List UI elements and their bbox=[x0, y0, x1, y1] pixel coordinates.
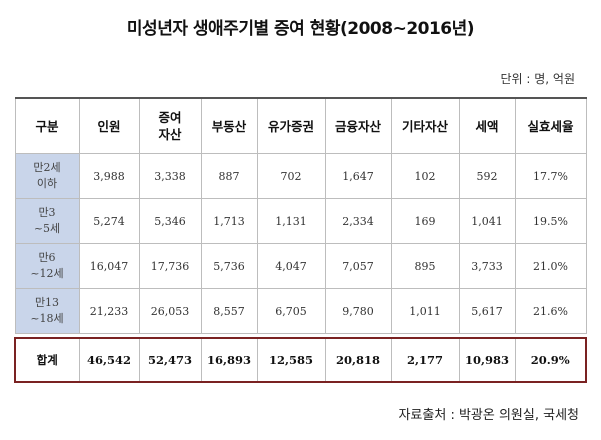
table-cell: 3,338 bbox=[138, 153, 202, 199]
table-cell: 17.7% bbox=[514, 153, 587, 199]
table-cell: 26,053 bbox=[138, 288, 202, 334]
header-cell: 금융자산 bbox=[324, 97, 392, 154]
total-cell: 46,542 bbox=[78, 337, 140, 383]
table-cell: 21,233 bbox=[78, 288, 140, 334]
table-cell: 5,617 bbox=[458, 288, 516, 334]
table-cell: 4,047 bbox=[256, 243, 326, 289]
table-cell: 1,647 bbox=[324, 153, 392, 199]
total-cell: 2,177 bbox=[390, 337, 460, 383]
table-cell: 5,274 bbox=[78, 198, 140, 244]
table-cell: 3,733 bbox=[458, 243, 516, 289]
table-row: 만13 ~18세 21,233 26,053 8,557 6,705 9,780… bbox=[14, 288, 587, 334]
table-cell: 9,780 bbox=[324, 288, 392, 334]
table-cell: 592 bbox=[458, 153, 516, 199]
table-row: 만2세 이하 3,988 3,338 887 702 1,647 102 592… bbox=[14, 153, 587, 199]
total-cell: 16,893 bbox=[200, 337, 258, 383]
table-row: 만3 ~5세 5,274 5,346 1,713 1,131 2,334 169… bbox=[14, 198, 587, 244]
table-cell: 16,047 bbox=[78, 243, 140, 289]
total-cell: 10,983 bbox=[458, 337, 516, 383]
header-row: 구분 인원 증여 자산 부동산 유가증권 금융자산 기타자산 세액 실효세율 bbox=[14, 97, 587, 154]
gift-status-table: 구분 인원 증여 자산 부동산 유가증권 금융자산 기타자산 세액 실효세율 만… bbox=[14, 97, 587, 383]
header-cell: 기타자산 bbox=[390, 97, 460, 154]
row-label: 만3 ~5세 bbox=[14, 198, 80, 244]
header-cell: 실효세율 bbox=[514, 97, 587, 154]
total-cell: 20.9% bbox=[514, 337, 587, 383]
table-cell: 6,705 bbox=[256, 288, 326, 334]
table-cell: 702 bbox=[256, 153, 326, 199]
header-cell: 세액 bbox=[458, 97, 516, 154]
total-row: 합계 46,542 52,473 16,893 12,585 20,818 2,… bbox=[14, 337, 587, 383]
header-cell: 유가증권 bbox=[256, 97, 326, 154]
table-cell: 21.0% bbox=[514, 243, 587, 289]
table-cell: 1,011 bbox=[390, 288, 460, 334]
row-label: 만6 ~12세 bbox=[14, 243, 80, 289]
table-cell: 1,041 bbox=[458, 198, 516, 244]
total-cell: 12,585 bbox=[256, 337, 326, 383]
unit-note: 단위 : 명, 억원 bbox=[500, 72, 575, 86]
table-cell: 169 bbox=[390, 198, 460, 244]
total-cell: 52,473 bbox=[138, 337, 202, 383]
table-cell: 5,346 bbox=[138, 198, 202, 244]
table-cell: 3,988 bbox=[78, 153, 140, 199]
total-label: 합계 bbox=[14, 337, 80, 383]
table-cell: 895 bbox=[390, 243, 460, 289]
table-row: 만6 ~12세 16,047 17,736 5,736 4,047 7,057 … bbox=[14, 243, 587, 289]
table-cell: 887 bbox=[200, 153, 258, 199]
table-cell: 1,713 bbox=[200, 198, 258, 244]
row-label: 만13 ~18세 bbox=[14, 288, 80, 334]
table-cell: 8,557 bbox=[200, 288, 258, 334]
table-cell: 17,736 bbox=[138, 243, 202, 289]
total-cell: 20,818 bbox=[324, 337, 392, 383]
table-cell: 2,334 bbox=[324, 198, 392, 244]
header-cell: 인원 bbox=[78, 97, 140, 154]
table-cell: 21.6% bbox=[514, 288, 587, 334]
table-cell: 7,057 bbox=[324, 243, 392, 289]
table-cell: 1,131 bbox=[256, 198, 326, 244]
header-cell: 증여 자산 bbox=[138, 97, 202, 154]
table-cell: 102 bbox=[390, 153, 460, 199]
header-cell: 부동산 bbox=[200, 97, 258, 154]
header-cell: 구분 bbox=[14, 97, 80, 154]
table-cell: 19.5% bbox=[514, 198, 587, 244]
table-cell: 5,736 bbox=[200, 243, 258, 289]
source-note: 자료출처 : 박광온 의원실, 국세청 bbox=[398, 408, 579, 423]
row-label: 만2세 이하 bbox=[14, 153, 80, 199]
page-title: 미성년자 생애주기별 증여 현황(2008~2016년) bbox=[126, 19, 475, 39]
